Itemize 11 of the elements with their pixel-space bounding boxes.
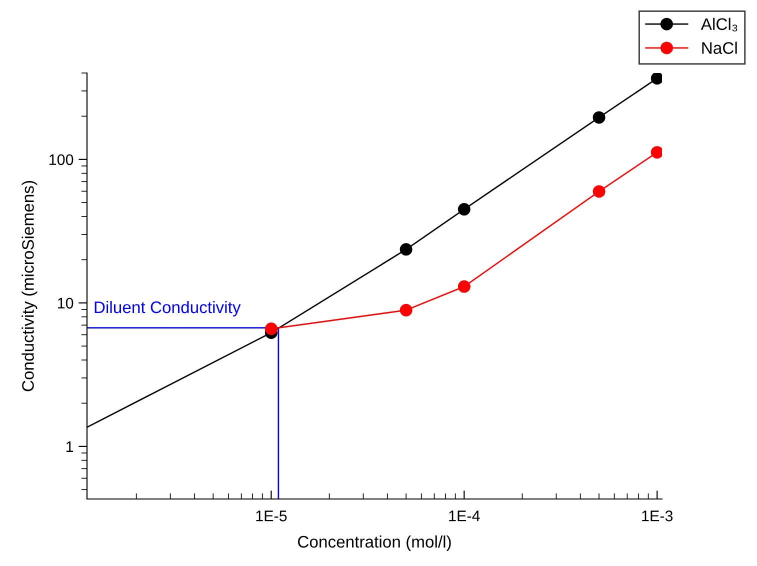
y-axis-title: Conductivity (microSiemens) bbox=[22, 180, 38, 392]
x-tick-label: 1E-4 bbox=[449, 510, 480, 522]
legend-label: AlCl₃ bbox=[700, 18, 738, 32]
y-tick-label: 1 bbox=[66, 441, 74, 452]
legend-label: NaCl bbox=[702, 42, 737, 54]
x-axis-title: Concentration (mol/l) bbox=[298, 535, 451, 551]
y-tick-label: 10 bbox=[58, 298, 74, 309]
y-tick-label: 100 bbox=[49, 154, 74, 166]
ref-line-label: Diluent Conductivity bbox=[94, 300, 241, 316]
x-tick-label: 1E-5 bbox=[256, 510, 287, 522]
x-tick-label: 1E-3 bbox=[642, 510, 673, 522]
